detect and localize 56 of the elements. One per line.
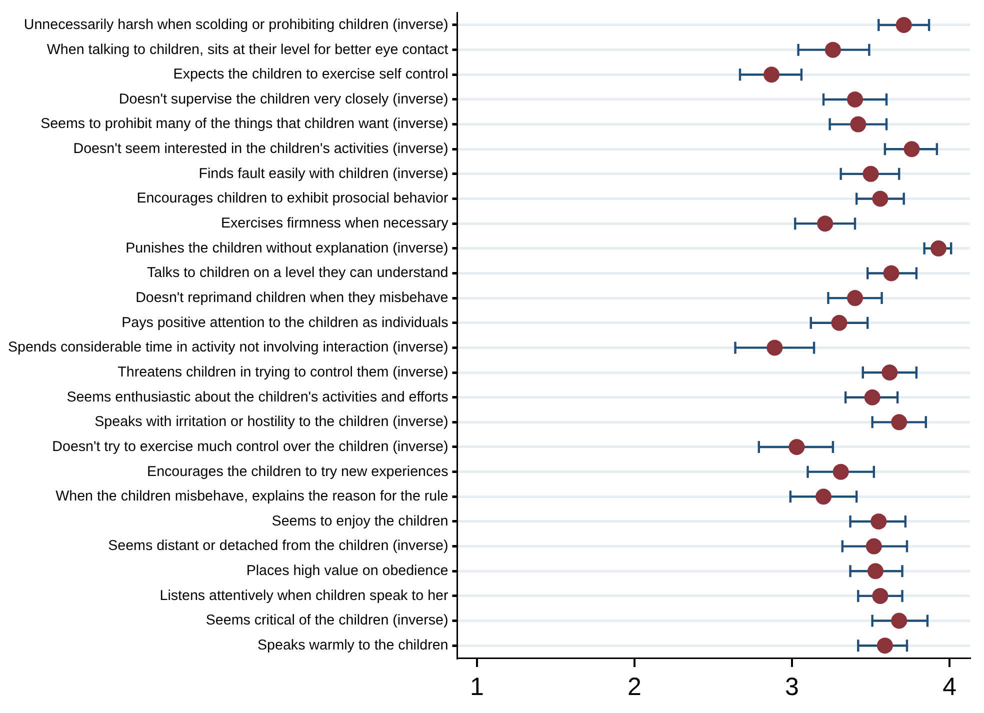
point: [764, 66, 780, 83]
y-tick-label: Seems enthusiastic about the children's activities and efforts: [66, 389, 448, 406]
y-tick-label: Doesn't reprimand children when they misbehave: [136, 290, 448, 306]
point: [876, 638, 893, 654]
point: [930, 240, 946, 256]
point: [896, 16, 912, 33]
point: [847, 290, 864, 306]
y-tick-label: Seems to prohibit many of the things that children want (inverse): [40, 116, 448, 132]
y-tick-label: Spends considerable time in activity not involving interaction (inverse): [8, 340, 448, 356]
point: [864, 389, 880, 406]
y-tick-label: Threatens children in trying to control them (inverse): [118, 364, 448, 380]
x-tick-label: 2: [628, 672, 642, 701]
y-tick-label: Unnecessarily harsh when scolding or prohibiting children (inverse): [24, 16, 448, 33]
y-tick-label: Doesn't try to exercise much control over the children (inverse): [52, 438, 448, 455]
y-tick-label: Places high value on obedience: [246, 563, 448, 580]
y-tick-label: When talking to children, sits at their level for better eye contact: [46, 42, 448, 58]
y-tick-label: Pays positive attention to the children as individuals: [122, 314, 448, 331]
point: [816, 488, 832, 505]
y-tick-label: Punishes the children without explanation (inverse): [126, 240, 448, 256]
x-tick-label: 1: [470, 672, 484, 701]
point: [788, 439, 805, 455]
point: [766, 340, 783, 356]
y-tick-label: Seems to enjoy the children: [272, 513, 448, 530]
point: [847, 91, 864, 108]
point: [872, 190, 888, 207]
y-tick-label: Talks to children on a level they can understand: [147, 265, 448, 282]
point: [831, 314, 848, 331]
y-tick-label: Speaks with irritation or hostility to the children (inverse): [94, 414, 448, 430]
point: [866, 538, 882, 554]
x-tick-label: 4: [942, 672, 957, 701]
y-tick-label: Finds fault easily with children (inverse): [198, 166, 448, 182]
point: [891, 612, 908, 629]
y-tick-label: Doesn't supervise the children very closely (inverse): [118, 91, 448, 108]
y-tick-label: Speaks warmly to the children: [258, 638, 448, 654]
y-tick-label: Expects the children to exercise self control: [173, 66, 448, 83]
point: [904, 141, 920, 158]
point: [862, 166, 879, 182]
point: [870, 513, 887, 530]
y-tick-label: Encourages children to exhibit prosocial behavior: [136, 190, 448, 207]
point: [872, 588, 888, 604]
y-tick-label: Exercises firmness when necessary: [220, 216, 450, 232]
y-tick-label: Encourages the children to try new experiences: [147, 464, 448, 480]
point: [883, 265, 900, 282]
y-tick-label: Seems critical of the children (inverse): [206, 612, 448, 629]
point: [824, 42, 841, 58]
y-tick-label: Listens attentively when children speak to her: [160, 588, 448, 604]
point: [867, 563, 884, 580]
point: [817, 216, 834, 232]
point: [832, 464, 849, 480]
point: [882, 364, 898, 381]
point: [850, 116, 866, 132]
point: [891, 414, 908, 430]
x-tick-label: 3: [785, 672, 799, 701]
y-tick-label: Doesn't seem interested in the children's activities (inverse): [73, 141, 448, 158]
y-tick-label: When the children misbehave, explains the reason for the rule: [56, 488, 448, 505]
y-tick-label: Seems distant or detached from the children (inverse): [108, 538, 448, 554]
